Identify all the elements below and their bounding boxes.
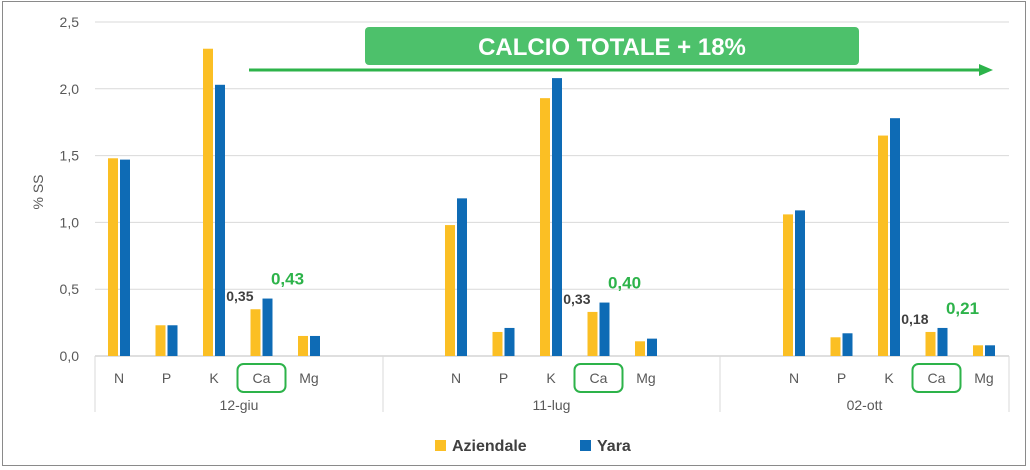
- bar-yara-12-giu-Ca: [262, 298, 273, 356]
- bar-yara-11-lug-Ca: [599, 302, 610, 356]
- bar-aziendale-02-ott-Mg: [973, 345, 983, 356]
- legend-swatch-aziendale: [435, 440, 446, 451]
- bar-yara-12-giu-N: [120, 159, 130, 356]
- bar-aziendale-12-giu-K: [203, 48, 213, 356]
- bar-yara-02-ott-K: [890, 118, 900, 356]
- trend-arrow-head: [979, 64, 993, 76]
- data-label-yara-ca: 0,21: [946, 299, 979, 318]
- category-label: K: [209, 370, 219, 386]
- bar-aziendale-02-ott-N: [783, 214, 793, 356]
- data-label-aziendale-ca: 0,35: [226, 288, 253, 304]
- bar-yara-12-giu-Mg: [310, 335, 320, 356]
- group-label: 11-lug: [533, 397, 571, 413]
- category-label: K: [546, 370, 556, 386]
- y-tick-label: 1,5: [60, 148, 80, 164]
- bar-aziendale-11-lug-P: [492, 331, 503, 356]
- legend-label-yara: Yara: [597, 438, 631, 455]
- bar-aziendale-11-lug-K: [540, 98, 550, 356]
- category-label: P: [499, 370, 508, 386]
- category-label: Mg: [299, 370, 318, 386]
- bar-aziendale-11-lug-Mg: [635, 341, 645, 356]
- bar-yara-12-giu-K: [215, 84, 225, 357]
- bar-yara-11-lug-P: [504, 327, 515, 356]
- y-tick-label: 2,0: [60, 81, 80, 97]
- ca-highlight-box: [236, 363, 287, 393]
- data-label-aziendale-ca: 0,18: [901, 311, 928, 327]
- category-label: Mg: [974, 370, 993, 386]
- bar-chart: 0,0 0,5 1,0 1,5 2,0 2,5 % SS N P K Ca 0,35 0,43 Mg 12-…: [30, 14, 1010, 455]
- bar-aziendale-12-giu-P: [155, 325, 166, 356]
- y-tick-label: 1,0: [60, 214, 80, 230]
- category-label: K: [884, 370, 894, 386]
- category-label: Ca: [253, 370, 271, 386]
- bar-aziendale-02-ott-P: [830, 337, 841, 356]
- legend-label-aziendale: Aziendale: [452, 438, 527, 455]
- bar-yara-02-ott-P: [842, 333, 853, 356]
- annotation-text: CALCIO TOTALE + 18%: [478, 34, 746, 61]
- y-tick-label: 0,0: [60, 348, 80, 364]
- category-label: Ca: [590, 370, 608, 386]
- group-label: 02-ott: [847, 397, 883, 413]
- bar-aziendale-11-lug-Ca: [587, 311, 598, 356]
- y-tick-label: 2,5: [60, 14, 80, 30]
- annotation-banner: [365, 27, 859, 65]
- bar-yara-11-lug-Mg: [647, 338, 657, 356]
- bar-aziendale-02-ott-Ca: [925, 331, 936, 356]
- category-label: N: [114, 370, 124, 386]
- data-label-yara-ca: 0,43: [271, 270, 304, 289]
- category-label: Mg: [636, 370, 655, 386]
- category-label: Ca: [928, 370, 946, 386]
- bar-yara-02-ott-N: [795, 210, 805, 356]
- category-label: N: [451, 370, 461, 386]
- bar-yara-11-lug-K: [552, 78, 562, 356]
- bar-aziendale-12-giu-N: [108, 158, 118, 356]
- group-label: 12-giu: [220, 397, 259, 413]
- ca-highlight-box: [573, 363, 624, 393]
- category-label: N: [789, 370, 799, 386]
- bar-yara-12-giu-P: [167, 325, 178, 356]
- bar-yara-11-lug-N: [457, 198, 467, 356]
- y-axis-label: % SS: [30, 174, 46, 209]
- bar-yara-02-ott-Mg: [985, 345, 995, 356]
- data-label-yara-ca: 0,40: [608, 274, 641, 293]
- ca-highlight-box: [911, 363, 962, 393]
- bar-aziendale-12-giu-Mg: [298, 335, 308, 356]
- legend-swatch-yara: [580, 440, 591, 451]
- data-label-aziendale-ca: 0,33: [563, 291, 590, 307]
- bar-yara-02-ott-Ca: [937, 327, 948, 356]
- y-tick-label: 0,5: [60, 281, 80, 297]
- bar-aziendale-02-ott-K: [878, 135, 888, 356]
- bar-aziendale-11-lug-N: [445, 225, 455, 356]
- category-label: P: [162, 370, 171, 386]
- bar-aziendale-12-giu-Ca: [250, 309, 261, 356]
- category-label: P: [837, 370, 846, 386]
